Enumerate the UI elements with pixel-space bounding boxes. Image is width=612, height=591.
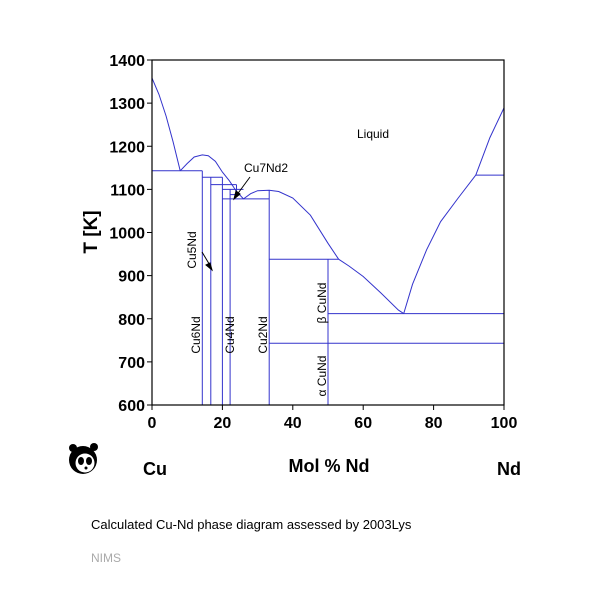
x-tick-label: 20	[214, 415, 232, 432]
nims-panda-logo	[69, 443, 98, 474]
cu6nd-label: Cu6Nd	[189, 316, 203, 353]
cu2nd-label: Cu2Nd	[256, 316, 270, 353]
phase-line-liquidus-cu6nd	[179, 154, 244, 200]
cu5nd-arrow	[201, 251, 213, 272]
x-tick-label: 40	[284, 415, 302, 432]
y-tick-label: 1000	[109, 226, 145, 243]
cu7nd2-label: Cu7Nd2	[244, 161, 288, 175]
phase-boundary-lines	[151, 77, 505, 405]
phase-line-liquidus-cu	[151, 77, 181, 171]
y-tick-label: 1300	[109, 96, 145, 113]
x-axis-ticks: 0 20 40 60 80 100	[148, 405, 518, 432]
x-tick-label: 100	[491, 415, 518, 432]
beta-cund-label: β CuNd	[315, 283, 329, 324]
x-tick-label: 0	[148, 415, 157, 432]
left-element-label: Cu	[143, 459, 167, 479]
liquid-region-label: Liquid	[357, 127, 389, 141]
y-tick-label: 700	[118, 355, 145, 372]
cu7nd2-arrow	[233, 176, 251, 201]
phase-line-liquidus-nd-high	[475, 107, 505, 176]
y-tick-label: 600	[118, 398, 145, 415]
footer-source: NIMS	[91, 551, 121, 565]
y-tick-label: 800	[118, 312, 145, 329]
y-tick-label: 900	[118, 269, 145, 286]
x-tick-label: 80	[425, 415, 443, 432]
phase-line-liquidus-cund	[338, 258, 404, 315]
y-tick-label: 1200	[109, 139, 145, 156]
y-tick-label: 1400	[109, 53, 145, 70]
cu5nd-label: Cu5Nd	[185, 231, 199, 268]
cu4nd-label: Cu4Nd	[223, 316, 237, 353]
chart-caption: Calculated Cu-Nd phase diagram assessed …	[91, 517, 412, 532]
phase-line-liquidus-cu2nd	[243, 189, 340, 260]
y-axis-ticks: 600 700 800 900 1000 1100 1200 1300 1400	[109, 53, 152, 415]
y-axis-label: T [K]	[81, 210, 102, 253]
phase-line-liquidus-nd	[403, 174, 477, 314]
y-tick-label: 1100	[110, 182, 145, 199]
x-tick-label: 60	[354, 415, 372, 432]
right-element-label: Nd	[497, 459, 521, 479]
x-axis-label: Mol % Nd	[289, 456, 370, 476]
alpha-cund-label: α CuNd	[315, 356, 329, 397]
